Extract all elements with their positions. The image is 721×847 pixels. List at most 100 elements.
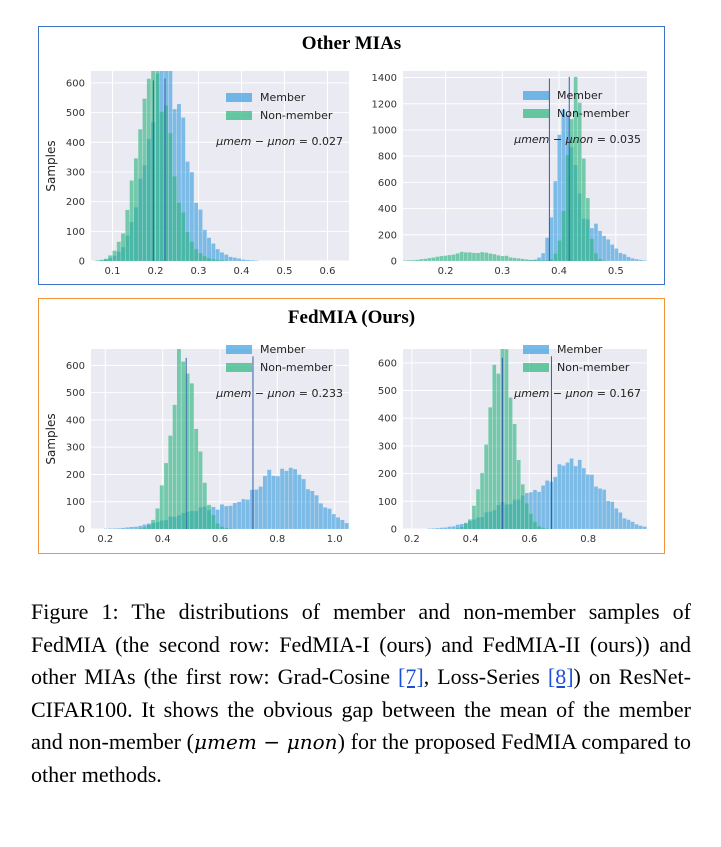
member-bar xyxy=(250,489,254,529)
member-bar xyxy=(622,518,627,529)
caption-math: μmem − μnon xyxy=(194,730,338,754)
member-bar xyxy=(435,528,440,529)
member-bar xyxy=(545,480,549,529)
citation-link-7[interactable]: [7] xyxy=(398,664,424,689)
nonmember-bar xyxy=(215,523,220,529)
nonmember-bar xyxy=(512,423,517,529)
nonmember-bar xyxy=(99,259,104,261)
nonmember-bar xyxy=(159,485,164,529)
y-tick-label: 400 xyxy=(66,415,85,426)
legend-nonmember: Non-member xyxy=(557,107,630,120)
x-tick-label: 0.4 xyxy=(463,534,479,545)
nonmember-bar xyxy=(533,260,537,261)
member-bar xyxy=(331,514,336,529)
member-bar xyxy=(232,503,237,529)
nonmember-bar xyxy=(459,251,464,261)
member-bar xyxy=(280,468,285,529)
nonmember-bar xyxy=(146,78,151,261)
legend-swatch-member xyxy=(523,345,549,354)
member-bar xyxy=(112,528,117,529)
member-bar xyxy=(275,476,280,529)
nonmember-bar xyxy=(480,473,484,529)
legend-swatch-nonmember xyxy=(226,111,252,120)
member-bar xyxy=(594,486,598,529)
nonmember-bar xyxy=(207,258,211,261)
member-bar xyxy=(573,466,578,529)
plot-background xyxy=(403,71,647,261)
member-bar xyxy=(455,524,460,529)
y-tick-label: 0 xyxy=(391,257,397,268)
nonmember-bar xyxy=(488,253,493,261)
nonmember-bar xyxy=(155,508,160,529)
member-bar xyxy=(129,526,134,529)
y-tick-label: 400 xyxy=(66,138,85,149)
nonmember-bar xyxy=(492,364,497,529)
member-bar xyxy=(610,244,615,261)
member-bar xyxy=(237,258,242,261)
member-bar xyxy=(241,259,246,261)
other-mias-panel: Other MIAs 0.1 0.2 0.3 0.4 0.5 0.6 0 100 200 300 4… xyxy=(38,26,665,285)
member-bar xyxy=(125,527,130,529)
legend-swatch-member xyxy=(226,345,252,354)
x-tick-label: 0.1 xyxy=(105,266,121,277)
nonmember-bar xyxy=(185,373,190,529)
mean-gap-annotation: μmem − μnon = 0.035 xyxy=(513,133,641,146)
member-bar xyxy=(561,465,566,529)
nonmember-bar xyxy=(455,528,460,529)
member-bar xyxy=(439,527,444,529)
nonmember-bar xyxy=(472,252,476,261)
y-tick-label: 0 xyxy=(391,525,397,536)
y-tick-label: 1200 xyxy=(372,99,397,110)
nonmember-bar xyxy=(476,489,480,529)
nonmember-bar xyxy=(468,519,472,529)
y-tick-label: 600 xyxy=(66,361,85,372)
nonmember-bar xyxy=(447,255,452,261)
nonmember-bar xyxy=(189,241,194,261)
nonmember-bar xyxy=(164,463,168,529)
citation-link-8[interactable]: [8] xyxy=(547,664,574,689)
member-bar xyxy=(533,489,537,529)
nonmember-bar xyxy=(553,253,558,261)
member-bar xyxy=(586,474,590,529)
legend-swatch-member xyxy=(226,93,252,102)
y-tick-label: 300 xyxy=(66,167,85,178)
nonmember-bar xyxy=(451,254,456,261)
nonmember-bar xyxy=(508,397,513,529)
y-tick-label: 300 xyxy=(66,443,85,454)
nonmember-bar xyxy=(181,212,186,261)
nonmember-bar xyxy=(215,259,220,261)
nonmember-bar xyxy=(565,155,570,261)
nonmember-bar xyxy=(151,519,156,529)
member-bar xyxy=(602,236,606,261)
nonmember-bar xyxy=(577,102,582,261)
member-bar xyxy=(241,499,246,529)
nonmember-bar xyxy=(211,515,216,529)
member-bar xyxy=(232,257,237,261)
caption-text-1: Figure 1: The distributions of member an… xyxy=(31,599,691,689)
nonmember-bar xyxy=(194,428,199,529)
y-tick-label: 600 xyxy=(378,358,397,369)
nonmember-bar xyxy=(211,259,216,261)
nonmember-bar xyxy=(220,260,224,261)
member-bar xyxy=(134,526,138,529)
legend-member: Member xyxy=(557,343,603,356)
x-tick-label: 0.5 xyxy=(608,266,624,277)
nonmember-bar xyxy=(545,260,549,261)
member-bar xyxy=(557,464,562,529)
member-bar xyxy=(553,181,558,261)
x-tick-label: 0.3 xyxy=(191,266,207,277)
nonmember-bar xyxy=(108,255,113,261)
caption-text-4: ) for the proposed FedMIA compared to ot… xyxy=(31,729,691,787)
member-bar xyxy=(121,527,125,529)
nonmember-bar xyxy=(411,260,415,261)
member-bar xyxy=(610,501,615,529)
y-tick-label: 100 xyxy=(66,227,85,238)
y-tick-label: 600 xyxy=(378,178,397,189)
member-bar xyxy=(618,252,623,261)
member-bar xyxy=(642,260,647,261)
member-bar xyxy=(245,260,250,261)
y-tick-label: 500 xyxy=(378,386,397,397)
member-bar xyxy=(549,217,554,261)
mean-gap-annotation: μmem − μnon = 0.167 xyxy=(513,387,641,400)
nonmember-bar xyxy=(464,523,468,529)
